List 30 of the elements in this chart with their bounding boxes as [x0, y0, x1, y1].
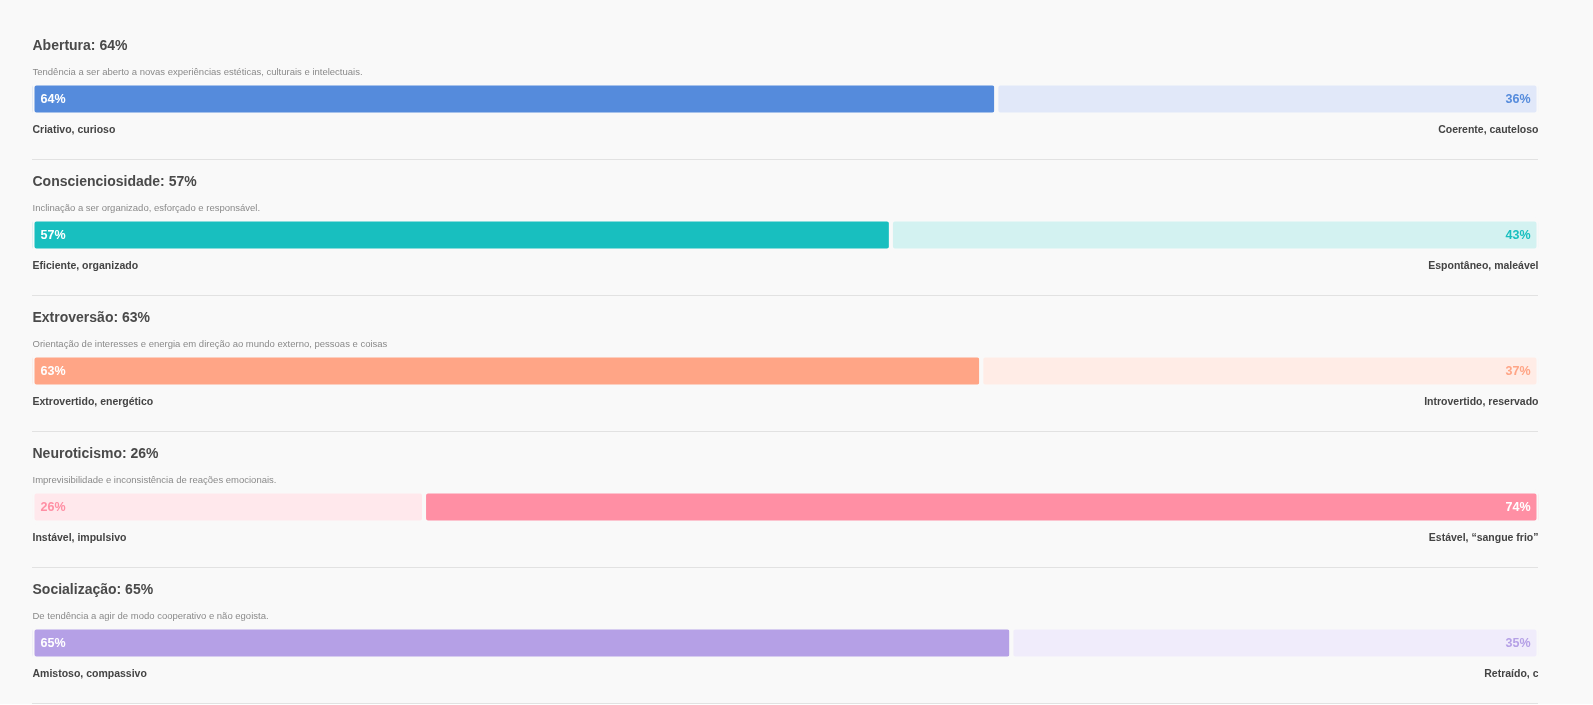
text: Estável, “sangue frio” [1428, 530, 1539, 543]
data-label: 63% [40, 364, 66, 378]
data-label: 26% [40, 500, 66, 514]
chart-title: Abertura: 64% [32, 36, 128, 53]
text: Espontâneo, maleável [1428, 258, 1539, 271]
chart-title: Extroversão: 63% [32, 308, 151, 325]
chart-title: Neuroticismo: 26% [32, 444, 160, 461]
chart-title: Socialização: 65% [32, 580, 154, 597]
data-label: 36% [1505, 92, 1531, 106]
chart-subtitle: Tendência a ser aberto a novas experiências estéticas, culturais e intelectuais. [32, 66, 363, 77]
text: Amistoso, compassivo [32, 666, 147, 679]
text: Criativo, curioso [32, 122, 116, 135]
chart-title: Conscienciosidade: 57% [32, 172, 198, 189]
data-label: 35% [1505, 636, 1531, 650]
data-label: 65% [40, 636, 66, 650]
data-label: 74% [1505, 500, 1531, 514]
text: Eficiente, organizado [32, 258, 139, 271]
text: Introvertido, reservado [1424, 394, 1539, 407]
data-label: 37% [1505, 364, 1531, 378]
data-label: 43% [1505, 228, 1531, 242]
data-label: 64% [40, 92, 66, 106]
text: Instável, impulsivo [32, 530, 127, 543]
text: Retraído, c [1484, 666, 1539, 679]
data-label: 57% [40, 228, 66, 242]
chart-subtitle: De tendência a agir de modo cooperativo e não egoista. [32, 610, 269, 621]
chart-subtitle: Orientação de interesses e energia em direção ao mundo externo, pessoas e coisas [32, 338, 388, 349]
chart-subtitle: Inclinação a ser organizado, esforçado e responsável. [32, 202, 261, 213]
text: Coerente, cauteloso [1438, 122, 1539, 135]
text: Extrovertido, energético [32, 394, 154, 407]
chart-subtitle: Imprevisibilidade e inconsistência de reações emocionais. [32, 474, 277, 485]
